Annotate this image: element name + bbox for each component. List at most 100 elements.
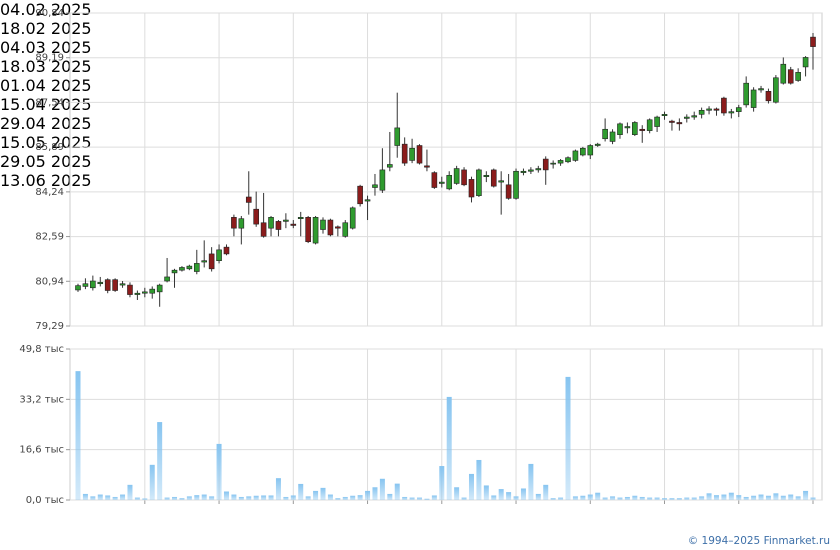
volume-bar (75, 371, 81, 500)
volume-bar (283, 496, 289, 500)
volume-bar (751, 495, 757, 500)
candle-body (208, 253, 215, 270)
candle-body (453, 168, 460, 184)
candle-body (424, 165, 430, 168)
candle-body (431, 172, 438, 188)
volume-bar (201, 494, 207, 500)
volume-bar (179, 498, 185, 500)
candle-body (342, 222, 349, 237)
volume-bar (491, 495, 497, 500)
candle-body (698, 109, 705, 115)
x-tick-label: 29.04 2025 (0, 114, 92, 133)
volume-bar (610, 496, 616, 500)
volume-bar (647, 497, 653, 500)
candle-body (810, 36, 816, 47)
candle-body (735, 107, 742, 112)
volume-bar (246, 496, 252, 500)
volume-bar (261, 495, 267, 500)
volume-bar (624, 496, 630, 500)
candle-body (193, 263, 200, 272)
volume-bar (639, 496, 645, 500)
y-tick-label: 84,24 (35, 187, 64, 198)
y-tick-label: 49,8 тыс (19, 344, 64, 355)
x-tick-label: 04.02 2025 (0, 0, 92, 19)
volume-bar (535, 493, 541, 500)
candle-body (112, 279, 118, 291)
volume-bar (372, 487, 378, 500)
candle-body (290, 223, 297, 226)
candle-body (401, 143, 408, 164)
x-tick-label: 01.04 2025 (0, 76, 92, 95)
candle-body (394, 127, 401, 146)
y-tick-label: 87,54 (35, 97, 64, 108)
candle-body (750, 89, 757, 108)
candle-body (580, 147, 586, 156)
volume-bar (409, 497, 415, 500)
volume-bar (662, 498, 668, 500)
candle-body (468, 179, 475, 198)
volume-bar (120, 494, 126, 500)
candle-body (387, 164, 393, 168)
volume-bar (82, 493, 88, 500)
volume-bar (676, 498, 682, 500)
volume-bar (810, 497, 816, 500)
volume-bar (580, 495, 586, 500)
volume-bar (290, 495, 296, 500)
volume-bar (528, 463, 534, 500)
x-tick-label: 29.05 2025 (0, 152, 92, 171)
volume-bar (706, 493, 712, 500)
volume-bar (275, 478, 281, 500)
volume-bar (379, 478, 385, 500)
candle-body (765, 91, 772, 102)
volume-bar (417, 497, 423, 500)
candle-body (156, 284, 163, 293)
candle-body (572, 150, 579, 161)
y-tick-label: 0,0 тыс (26, 495, 64, 506)
candle-body (335, 226, 341, 229)
volume-bar (387, 493, 393, 500)
candle-body (119, 283, 126, 286)
candle-body (438, 181, 445, 184)
volume-bar (795, 496, 801, 500)
volume-bar (721, 494, 727, 500)
candle-body (661, 114, 668, 117)
candle-body (97, 282, 104, 285)
candle-body (676, 122, 683, 125)
volume-bar (253, 495, 259, 500)
candle-body (231, 217, 237, 229)
candle-body (542, 158, 549, 171)
volume-bar (394, 483, 400, 500)
candle-body (728, 111, 735, 114)
volume-bar (602, 497, 608, 500)
candle-body (795, 72, 801, 81)
y-tick-label: 33,2 тыс (19, 394, 64, 405)
candle-body (520, 170, 527, 173)
candle-body (683, 116, 690, 119)
volume-bar (483, 485, 489, 500)
volume-bar (97, 494, 103, 500)
candle-body (245, 196, 252, 203)
volume-bar (172, 496, 178, 500)
volume-bar (350, 495, 356, 500)
x-tick-label: 18.03 2025 (0, 57, 92, 76)
volume-bar (454, 487, 460, 500)
x-tick-label: 18.02 2025 (0, 19, 92, 38)
volume-bar (142, 498, 148, 500)
candle-body (312, 217, 319, 244)
volume-bar (149, 464, 155, 500)
volume-bar (157, 422, 163, 500)
volume-bar (134, 497, 140, 500)
x-tick-label: 13.06 2025 (0, 171, 92, 190)
y-tick-label: 80,94 (35, 276, 64, 287)
candle-body (721, 97, 727, 114)
candle-body (461, 169, 467, 186)
candle-body (379, 169, 386, 191)
y-tick-label: 85,89 (35, 142, 64, 153)
candle-body (490, 169, 497, 187)
volume-bar (565, 376, 571, 500)
candle-body (90, 280, 96, 289)
candle-body (75, 285, 81, 291)
volume-bar (446, 396, 452, 500)
volume-bar (728, 492, 734, 500)
